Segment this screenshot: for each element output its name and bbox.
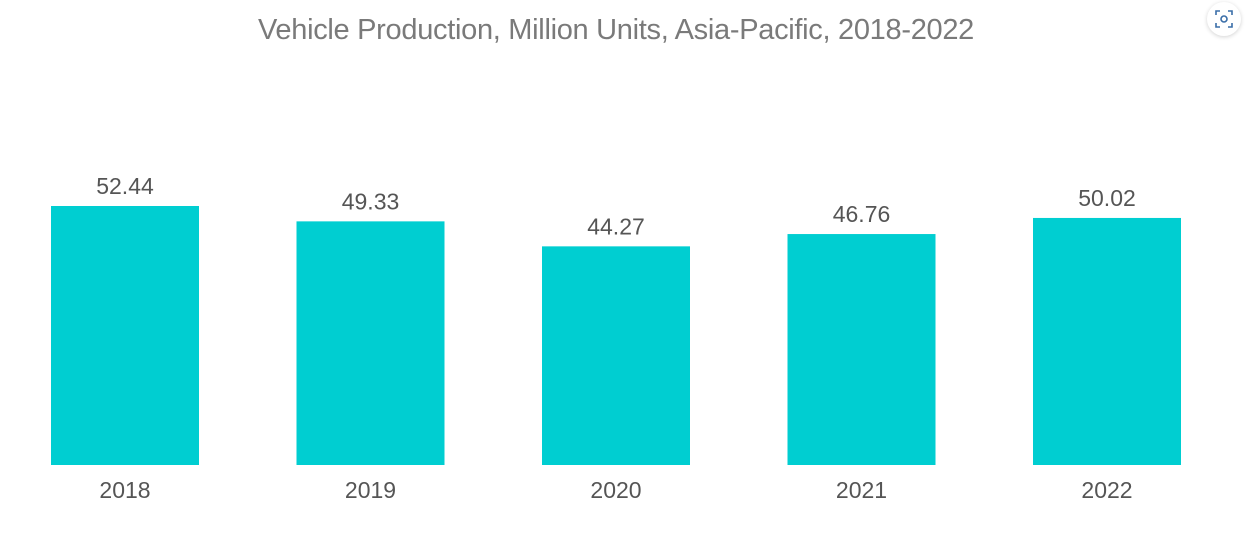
bar-2020 [542,246,690,465]
bar-2018 [51,206,199,465]
value-label-group: 52.44 49.33 44.27 46.76 50.02 [96,173,1136,239]
chart-title: Vehicle Production, Million Units, Asia-… [257,14,975,46]
x-axis-tick-labels: 2018 2019 2020 2021 2022 [99,477,1132,503]
value-label-2022: 50.02 [1078,185,1136,211]
value-label-2018: 52.44 [96,173,154,199]
x-tick-label-2018: 2018 [99,477,150,503]
bar-2022 [1033,217,1181,465]
x-tick-label-2021: 2021 [836,477,887,503]
bar-2019 [296,221,445,465]
focus-icon [1215,10,1233,28]
x-tick-label-2020: 2020 [590,477,641,503]
focus-button[interactable] [1207,2,1241,36]
x-tick-label-2019: 2019 [345,477,396,503]
value-label-2019: 49.33 [342,188,400,214]
x-tick-label-2022: 2022 [1081,477,1132,503]
value-label-2021: 46.76 [833,201,891,227]
bar-2021 [787,234,936,465]
value-label-2020: 44.27 [587,213,645,239]
bar-group [51,206,1181,465]
